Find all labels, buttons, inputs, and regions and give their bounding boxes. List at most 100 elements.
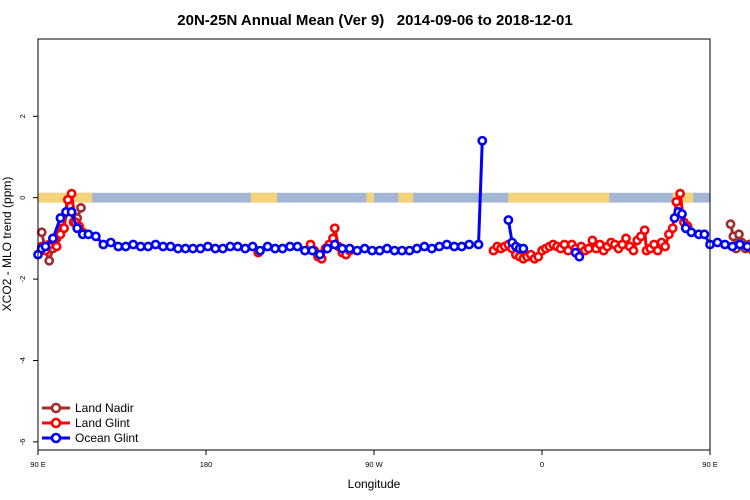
data-point-ocean-glint	[300, 245, 310, 256]
data-point-ocean-glint	[128, 239, 139, 250]
y-tick-label: 2	[18, 114, 27, 118]
series-ocean-glint	[33, 135, 750, 262]
data-point-land-glint	[59, 223, 70, 234]
data-point-ocean-glint	[412, 243, 422, 254]
data-point-ocean-glint	[247, 241, 258, 252]
data-point-ocean-glint	[477, 135, 488, 146]
data-point-land-glint	[660, 241, 671, 252]
data-point-ocean-glint	[270, 243, 280, 254]
data-point-ocean-glint	[329, 239, 340, 250]
data-point-ocean-glint	[314, 249, 325, 260]
data-point-ocean-glint	[135, 241, 146, 252]
legend-marker	[50, 417, 62, 429]
data-point-ocean-glint	[434, 241, 445, 252]
land-segment	[508, 192, 610, 203]
x-tick-label: 0	[540, 460, 544, 469]
data-point-ocean-glint	[195, 243, 206, 254]
data-point-ocean-glint	[382, 243, 392, 254]
data-point-ocean-glint	[473, 239, 484, 250]
data-point-ocean-glint	[419, 241, 430, 252]
y-axis-label: XCO2 - MLO trend (ppm)	[0, 177, 14, 312]
data-point-ocean-glint	[285, 241, 295, 252]
y-tick-label: 0	[18, 196, 27, 200]
data-point-land-nadir	[36, 227, 47, 238]
data-point-ocean-glint	[503, 215, 514, 225]
data-point-land-glint	[628, 245, 639, 256]
data-point-ocean-glint	[359, 243, 370, 254]
x-tick-label: 90 W	[365, 460, 383, 469]
data-point-ocean-glint	[240, 243, 251, 254]
data-point-ocean-glint	[292, 241, 303, 252]
data-point-land-nadir	[76, 202, 86, 213]
data-point-ocean-glint	[426, 243, 437, 254]
data-point-ocean-glint	[734, 239, 745, 250]
legend-label: Ocean Glint	[75, 431, 139, 445]
legend-item-land-glint: Land Glint	[42, 416, 130, 430]
data-point-ocean-glint	[397, 245, 407, 256]
data-point-ocean-glint	[105, 237, 116, 248]
data-point-ocean-glint	[113, 241, 124, 252]
data-point-ocean-glint	[337, 243, 348, 254]
legend-label: Land Glint	[75, 416, 130, 430]
y-axis: 2 0 -2 -4 -6	[18, 114, 38, 445]
data-point-ocean-glint	[66, 207, 77, 217]
data-point-land-glint	[66, 188, 77, 199]
land-segment	[250, 192, 277, 203]
data-point-ocean-glint	[389, 245, 400, 256]
land-segment	[398, 192, 414, 203]
data-point-ocean-glint	[307, 245, 318, 256]
data-point-ocean-glint	[83, 229, 94, 240]
data-point-ocean-glint	[188, 243, 198, 254]
data-point-ocean-glint	[574, 251, 585, 262]
data-point-ocean-glint	[143, 241, 154, 252]
data-point-ocean-glint	[98, 239, 109, 250]
x-tick-label: 180	[200, 460, 213, 469]
data-point-ocean-glint	[232, 241, 243, 252]
data-point-ocean-glint	[727, 241, 738, 252]
data-point-ocean-glint	[441, 239, 452, 250]
data-point-land-glint	[621, 233, 631, 244]
legend-item-ocean-glint: Ocean Glint	[42, 431, 139, 445]
data-point-ocean-glint	[40, 241, 51, 252]
data-point-land-glint	[329, 223, 340, 234]
data-point-ocean-glint	[352, 245, 363, 256]
series-line-ocean-glint	[477, 140, 484, 245]
data-point-ocean-glint	[374, 245, 385, 256]
land-segment	[366, 192, 374, 203]
legend-label: Land Nadir	[75, 401, 134, 415]
chart-title: 20N-25N Annual Mean (Ver 9) 2014-09-06 t…	[177, 12, 572, 29]
data-point-ocean-glint	[217, 243, 228, 254]
legend-item-land-nadir: Land Nadir	[42, 401, 134, 415]
data-point-ocean-glint	[72, 223, 83, 234]
data-point-ocean-glint	[55, 213, 66, 223]
data-point-ocean-glint	[367, 245, 378, 256]
x-axis-label: Longitude	[348, 477, 401, 491]
data-point-ocean-glint	[449, 241, 460, 252]
data-point-ocean-glint	[344, 243, 355, 254]
data-point-ocean-glint	[677, 209, 687, 219]
y-tick-label: -6	[18, 439, 27, 446]
data-point-ocean-glint	[158, 241, 168, 252]
data-point-ocean-glint	[165, 241, 176, 252]
data-point-land-nadir	[734, 229, 744, 240]
data-point-land-glint	[583, 243, 594, 254]
data-point-ocean-glint	[712, 237, 723, 248]
data-point-land-glint	[671, 196, 682, 207]
data-point-ocean-glint	[456, 241, 467, 252]
data-point-ocean-glint	[277, 243, 288, 254]
x-tick-label: 90 E	[702, 460, 717, 469]
land-mask	[38, 192, 710, 203]
data-point-ocean-glint	[255, 245, 266, 256]
data-point-ocean-glint	[180, 243, 191, 254]
legend-marker	[50, 432, 62, 444]
data-point-ocean-glint	[120, 241, 131, 252]
data-point-ocean-glint	[48, 233, 58, 244]
data-point-ocean-glint	[262, 241, 273, 252]
data-point-land-glint	[667, 223, 678, 234]
x-tick-label: 90 E	[30, 460, 45, 469]
data-point-ocean-glint	[699, 229, 710, 240]
y-tick-label: -2	[18, 276, 27, 283]
data-point-ocean-glint	[518, 243, 529, 254]
